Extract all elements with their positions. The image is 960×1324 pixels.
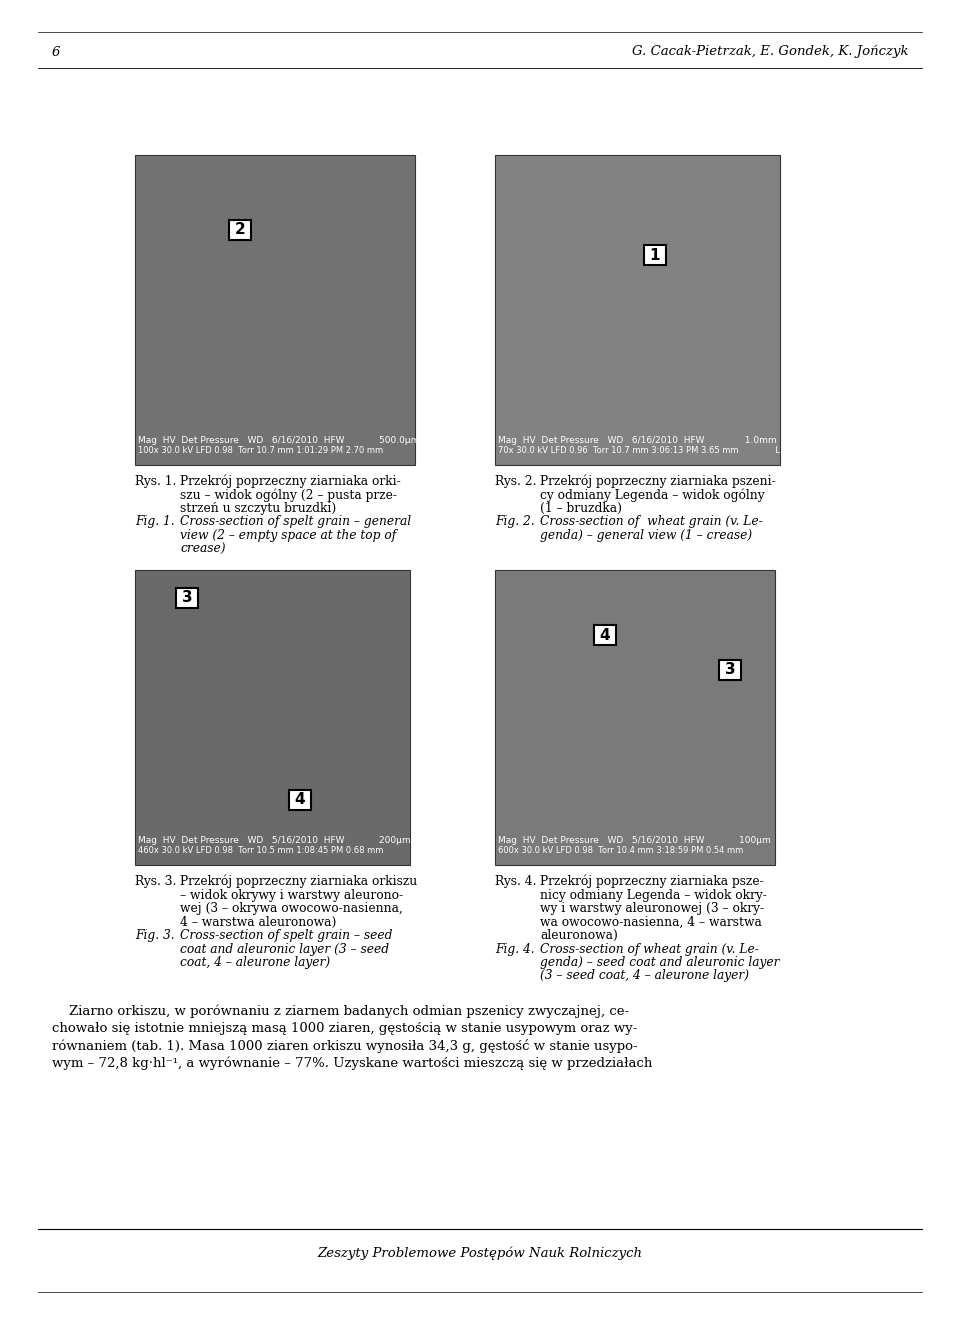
Text: Fig. 2.: Fig. 2. xyxy=(495,515,535,528)
Text: Fig. 1.: Fig. 1. xyxy=(135,515,175,528)
Text: wa owocowo-nasienna, 4 – warstwa: wa owocowo-nasienna, 4 – warstwa xyxy=(540,915,762,928)
Text: 70x 30.0 kV LFD 0.96  Torr 10.7 mm 3:06:13 PM 3.65 mm              L.E.: 70x 30.0 kV LFD 0.96 Torr 10.7 mm 3:06:1… xyxy=(498,446,790,455)
Bar xyxy=(496,571,774,865)
Bar xyxy=(719,659,741,681)
Text: 4 – warstwa aleuronowa): 4 – warstwa aleuronowa) xyxy=(180,915,336,928)
Bar xyxy=(495,155,780,465)
Text: 1: 1 xyxy=(650,248,660,262)
Text: Rys. 1.: Rys. 1. xyxy=(135,475,177,489)
Text: chowało się istotnie mniejszą masą 1000 ziaren, gęstością w stanie usypowym oraz: chowało się istotnie mniejszą masą 1000 … xyxy=(52,1022,637,1035)
Bar xyxy=(176,588,198,608)
Text: (3 – seed coat, 4 – aleurone layer): (3 – seed coat, 4 – aleurone layer) xyxy=(540,969,749,982)
Text: 4: 4 xyxy=(600,628,611,642)
Text: cy odmiany Legenda – widok ogólny: cy odmiany Legenda – widok ogólny xyxy=(540,489,764,502)
Text: Mag  HV  Det Pressure   WD   5/16/2010  HFW            100μm: Mag HV Det Pressure WD 5/16/2010 HFW 100… xyxy=(498,835,771,845)
Text: Przekrój poprzeczny ziarniaka orki-: Przekrój poprzeczny ziarniaka orki- xyxy=(180,475,400,489)
Text: 3: 3 xyxy=(181,591,192,605)
Text: równaniem (tab. 1). Masa 1000 ziaren orkiszu wynosiła 34,3 g, gęstość w stanie u: równaniem (tab. 1). Masa 1000 ziaren ork… xyxy=(52,1039,637,1053)
Text: 6: 6 xyxy=(52,45,60,58)
Bar xyxy=(644,245,666,265)
Text: szu – widok ogólny (2 – pusta prze-: szu – widok ogólny (2 – pusta prze- xyxy=(180,489,397,502)
Text: genda) – general view (1 – crease): genda) – general view (1 – crease) xyxy=(540,530,752,542)
Text: Mag  HV  Det Pressure   WD   5/16/2010  HFW            200μm: Mag HV Det Pressure WD 5/16/2010 HFW 200… xyxy=(138,835,411,845)
Text: strzeń u szczytu bruzdki): strzeń u szczytu bruzdki) xyxy=(180,502,336,515)
Text: 600x 30.0 kV LFD 0.98  Torr 10.4 mm 3:18:59 PM 0.54 mm              L.E.: 600x 30.0 kV LFD 0.98 Torr 10.4 mm 3:18:… xyxy=(498,846,795,855)
Bar xyxy=(135,571,410,865)
Text: Ziarno orkiszu, w porównaniu z ziarnem badanych odmian pszenicy zwyczajnej, ce-: Ziarno orkiszu, w porównaniu z ziarnem b… xyxy=(52,1005,629,1018)
Text: coat, 4 – aleurone layer): coat, 4 – aleurone layer) xyxy=(180,956,330,969)
Text: Rys. 3.: Rys. 3. xyxy=(135,875,177,888)
Text: 2: 2 xyxy=(234,222,246,237)
Text: 460x 30.0 kV LFD 0.98  Torr 10.5 mm 1:08:45 PM 0.68 mm              Or: 460x 30.0 kV LFD 0.98 Torr 10.5 mm 1:08:… xyxy=(138,846,430,855)
Bar xyxy=(136,571,409,865)
Text: 100x 30.0 kV LFD 0.98  Torr 10.7 mm 1:01:29 PM 2.70 mm              Or: 100x 30.0 kV LFD 0.98 Torr 10.7 mm 1:01:… xyxy=(138,446,430,455)
Text: view (2 – empty space at the top of: view (2 – empty space at the top of xyxy=(180,530,396,542)
Text: Przekrój poprzeczny ziarniaka orkiszu: Przekrój poprzeczny ziarniaka orkiszu xyxy=(180,875,418,888)
Text: Cross-section of  wheat grain (v. Le-: Cross-section of wheat grain (v. Le- xyxy=(540,515,763,528)
Bar xyxy=(289,790,311,810)
Text: 3: 3 xyxy=(725,662,735,678)
Text: crease): crease) xyxy=(180,543,226,556)
Text: Przekrój poprzeczny ziarniaka pszeni-: Przekrój poprzeczny ziarniaka pszeni- xyxy=(540,475,776,489)
Bar xyxy=(495,571,775,865)
Text: wy i warstwy aleuronowej (3 – okry-: wy i warstwy aleuronowej (3 – okry- xyxy=(540,902,764,915)
Text: nicy odmiany Legenda – widok okry-: nicy odmiany Legenda – widok okry- xyxy=(540,888,767,902)
Text: aleuronowa): aleuronowa) xyxy=(540,929,618,941)
Bar xyxy=(229,220,251,240)
Bar xyxy=(594,625,616,645)
Text: wym – 72,8 kg·hl⁻¹, a wyrównanie – 77%. Uzyskane wartości mieszczą się w przedzi: wym – 72,8 kg·hl⁻¹, a wyrównanie – 77%. … xyxy=(52,1057,653,1070)
Bar xyxy=(136,156,414,463)
Bar xyxy=(135,155,415,465)
Text: Rys. 4.: Rys. 4. xyxy=(495,875,537,888)
Text: 4: 4 xyxy=(295,793,305,808)
Text: wej (3 – okrywa owocowo-nasienna,: wej (3 – okrywa owocowo-nasienna, xyxy=(180,902,403,915)
Text: – widok okrywy i warstwy aleurono-: – widok okrywy i warstwy aleurono- xyxy=(180,888,403,902)
Text: Cross-section of spelt grain – seed: Cross-section of spelt grain – seed xyxy=(180,929,393,941)
Text: Fig. 4.: Fig. 4. xyxy=(495,943,535,956)
Text: Cross-section of wheat grain (v. Le-: Cross-section of wheat grain (v. Le- xyxy=(540,943,758,956)
Text: (1 – bruzdka): (1 – bruzdka) xyxy=(540,502,622,515)
Text: Cross-section of spelt grain – general: Cross-section of spelt grain – general xyxy=(180,515,411,528)
Text: G. Cacak-Pietrzak, E. Gondek, K. Jończyk: G. Cacak-Pietrzak, E. Gondek, K. Jończyk xyxy=(632,45,908,58)
Text: Mag  HV  Det Pressure   WD   6/16/2010  HFW            500.0μm: Mag HV Det Pressure WD 6/16/2010 HFW 500… xyxy=(138,436,420,445)
Text: Mag  HV  Det Pressure   WD   6/16/2010  HFW              1.0mm: Mag HV Det Pressure WD 6/16/2010 HFW 1.0… xyxy=(498,436,777,445)
Text: Przekrój poprzeczny ziarniaka psze-: Przekrój poprzeczny ziarniaka psze- xyxy=(540,875,764,888)
Text: Rys. 2.: Rys. 2. xyxy=(495,475,537,489)
Text: Fig. 3.: Fig. 3. xyxy=(135,929,175,941)
Text: coat and aleuronic layer (3 – seed: coat and aleuronic layer (3 – seed xyxy=(180,943,389,956)
Text: genda) – seed coat and aleuronic layer: genda) – seed coat and aleuronic layer xyxy=(540,956,780,969)
Bar xyxy=(496,156,779,463)
Text: Zeszyty Problemowe Postępów Nauk Rolniczych: Zeszyty Problemowe Postępów Nauk Rolnicz… xyxy=(318,1247,642,1260)
